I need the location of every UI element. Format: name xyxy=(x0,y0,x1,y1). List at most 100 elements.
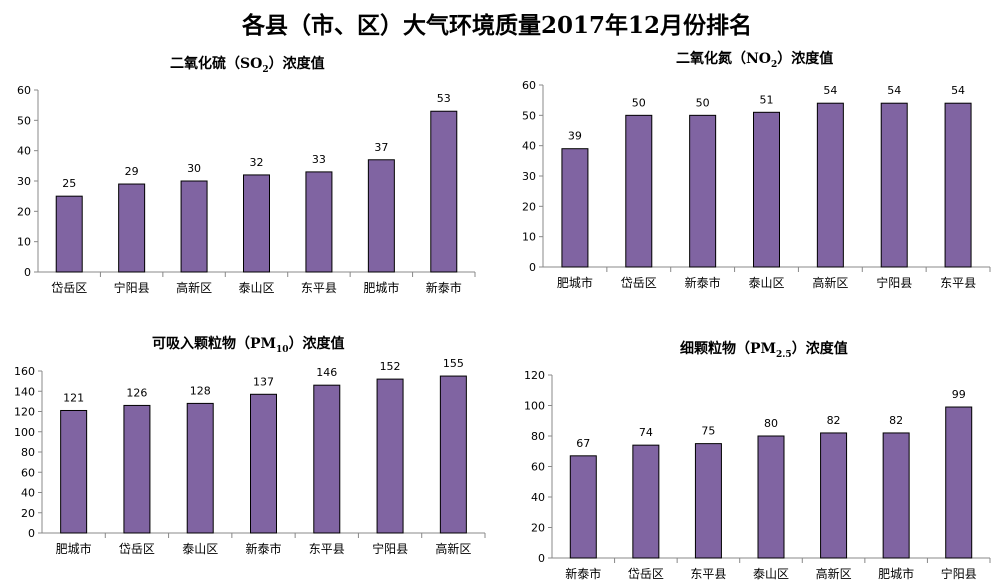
no2-chart: 0 10 20 30 40 50 60 39 肥城市 50 岱岳区 50 新泰市 51 泰山区 54 高新区 54… xyxy=(522,79,991,290)
data-label: 29 xyxy=(125,165,139,178)
x-tick-label: 岱岳区 xyxy=(51,281,87,295)
chart-title-so2: 二氧化硫（SO2）浓度值 xyxy=(170,53,325,75)
pm10-chart: 0 20 40 60 80 100 120 140 160 121 肥城市 126 岱岳区 128 泰山区 1… xyxy=(14,357,486,556)
chart-title-subscript: 2.5 xyxy=(776,349,792,360)
y-tick-label: 30 xyxy=(17,175,31,188)
x-tick-label: 新泰市 xyxy=(245,541,281,556)
bar xyxy=(55,195,83,273)
bar xyxy=(430,110,458,273)
bar xyxy=(376,378,404,534)
bar xyxy=(882,432,910,559)
y-tick-label: 140 xyxy=(14,385,35,398)
data-label: 32 xyxy=(250,156,264,169)
data-label: 121 xyxy=(63,391,84,404)
data-label: 30 xyxy=(187,162,201,175)
chart-title-tail: ）浓度值 xyxy=(288,336,345,352)
chart-title-no2: 二氧化氮（NO2）浓度值 xyxy=(676,48,833,70)
y-tick-label: 10 xyxy=(522,231,536,244)
x-tick-label: 泰山区 xyxy=(238,281,274,295)
bar xyxy=(880,102,908,268)
chart-title-tail: ）浓度值 xyxy=(791,341,848,357)
data-label: 82 xyxy=(889,414,903,427)
y-tick-label: 120 xyxy=(14,406,35,419)
data-label: 75 xyxy=(701,425,715,438)
bar xyxy=(820,432,848,559)
chart-title-main: 细颗粒物（PM xyxy=(680,341,777,357)
y-tick-label: 20 xyxy=(531,522,545,535)
x-tick-label: 东平县 xyxy=(690,567,726,581)
x-tick-label: 东平县 xyxy=(301,281,337,295)
chart-title-subscript: 2 xyxy=(771,59,778,70)
bar xyxy=(757,435,785,559)
y-tick-label: 50 xyxy=(522,109,536,122)
bar xyxy=(60,409,88,534)
data-label: 37 xyxy=(374,141,388,154)
y-tick-label: 60 xyxy=(21,466,35,479)
data-label: 53 xyxy=(437,92,451,105)
bar xyxy=(305,171,333,273)
data-label: 51 xyxy=(760,93,774,106)
bar xyxy=(123,404,151,534)
x-tick-label: 肥城市 xyxy=(56,541,92,556)
data-label: 82 xyxy=(827,414,841,427)
bar xyxy=(243,174,270,273)
x-tick-label: 新泰市 xyxy=(565,566,601,581)
y-tick-label: 60 xyxy=(522,79,536,92)
data-label: 146 xyxy=(316,366,337,379)
x-tick-label: 新泰市 xyxy=(426,280,462,295)
data-label: 126 xyxy=(126,386,147,399)
data-label: 80 xyxy=(764,417,778,430)
bar xyxy=(313,384,341,534)
x-tick-label: 宁阳县 xyxy=(941,566,977,581)
x-tick-label: 岱岳区 xyxy=(621,276,657,290)
x-tick-label: 高新区 xyxy=(812,275,848,290)
y-tick-label: 40 xyxy=(522,140,536,153)
y-tick-label: 0 xyxy=(529,261,536,274)
x-tick-label: 泰山区 xyxy=(753,567,789,581)
x-tick-label: 宁阳县 xyxy=(114,280,150,295)
data-label: 39 xyxy=(568,130,582,143)
x-tick-label: 高新区 xyxy=(176,280,212,295)
data-label: 25 xyxy=(62,177,76,190)
y-tick-label: 20 xyxy=(522,200,536,213)
bar xyxy=(561,148,589,268)
y-tick-label: 120 xyxy=(524,369,545,382)
chart-title-tail: ）浓度值 xyxy=(268,56,325,72)
data-label: 74 xyxy=(639,426,653,439)
page-title: 各县（市、区）大气环境质量2017年12月份排名 xyxy=(241,12,753,39)
x-tick-label: 东平县 xyxy=(940,276,976,290)
y-tick-label: 0 xyxy=(24,266,31,279)
so2-chart: 0 10 20 30 40 50 60 25 岱岳区 29 宁阳县 30 高新区 32 泰山区 33 东平县 37… xyxy=(17,84,476,295)
data-label: 33 xyxy=(312,153,326,166)
chart-title-main: 二氧化硫（SO xyxy=(170,56,263,72)
bar xyxy=(118,183,146,273)
data-label: 54 xyxy=(887,84,901,97)
bar xyxy=(180,180,208,273)
bar xyxy=(753,111,780,268)
x-tick-label: 高新区 xyxy=(816,566,852,581)
y-tick-label: 160 xyxy=(14,365,35,378)
data-label: 54 xyxy=(823,84,837,97)
x-tick-label: 新泰市 xyxy=(685,275,721,290)
x-tick-label: 宁阳县 xyxy=(372,541,408,556)
x-tick-label: 泰山区 xyxy=(748,276,784,290)
x-tick-label: 泰山区 xyxy=(182,542,218,556)
bar xyxy=(569,455,597,559)
bar xyxy=(689,114,717,268)
y-tick-label: 100 xyxy=(524,400,545,413)
chart-title-pm25: 细颗粒物（PM2.5）浓度值 xyxy=(680,338,848,360)
data-label: 67 xyxy=(576,437,590,450)
x-tick-label: 肥城市 xyxy=(878,566,914,581)
y-tick-label: 20 xyxy=(21,507,35,520)
data-label: 155 xyxy=(443,357,464,370)
pm25-chart: 0 20 40 60 80 100 120 67 新泰市 74 岱岳区 75 东平县 80 泰山区 82 高新区… xyxy=(524,369,991,581)
x-tick-label: 高新区 xyxy=(435,541,471,556)
y-tick-label: 100 xyxy=(14,426,35,439)
y-tick-label: 40 xyxy=(21,487,35,500)
y-tick-label: 80 xyxy=(21,446,35,459)
data-label: 54 xyxy=(951,84,965,97)
x-tick-label: 岱岳区 xyxy=(628,567,664,581)
bar xyxy=(250,393,277,534)
y-tick-label: 80 xyxy=(531,430,545,443)
data-label: 50 xyxy=(696,96,710,109)
